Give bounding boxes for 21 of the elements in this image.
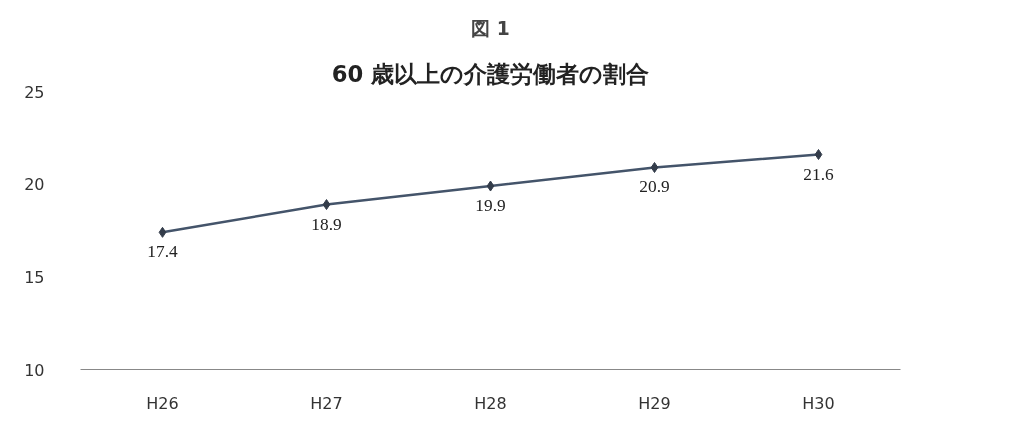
x-tick-label: H26 <box>146 393 179 413</box>
chart-title: 図 1 <box>471 17 510 39</box>
x-tick-label: H30 <box>802 393 835 413</box>
point <box>486 180 495 192</box>
chart-subtitle: 60 歳以上の介護労働者の割合 <box>331 60 650 87</box>
point <box>322 199 331 211</box>
y-tick-label: 20 <box>24 175 45 195</box>
data-label: 21.6 <box>803 164 834 184</box>
data-label: 19.9 <box>475 196 506 216</box>
y-tick-label: 25 <box>24 82 45 102</box>
x-tick-label: H29 <box>638 393 671 413</box>
y-tick-label: 15 <box>24 267 45 287</box>
point <box>158 226 167 238</box>
point <box>650 161 659 173</box>
point <box>814 149 823 161</box>
x-tick-label: H27 <box>310 393 343 413</box>
data-label: 18.9 <box>311 214 342 234</box>
y-tick-label: 10 <box>24 360 45 380</box>
data-label: 17.4 <box>147 242 178 262</box>
x-tick-label: H28 <box>474 393 507 413</box>
data-label: 20.9 <box>639 177 670 197</box>
